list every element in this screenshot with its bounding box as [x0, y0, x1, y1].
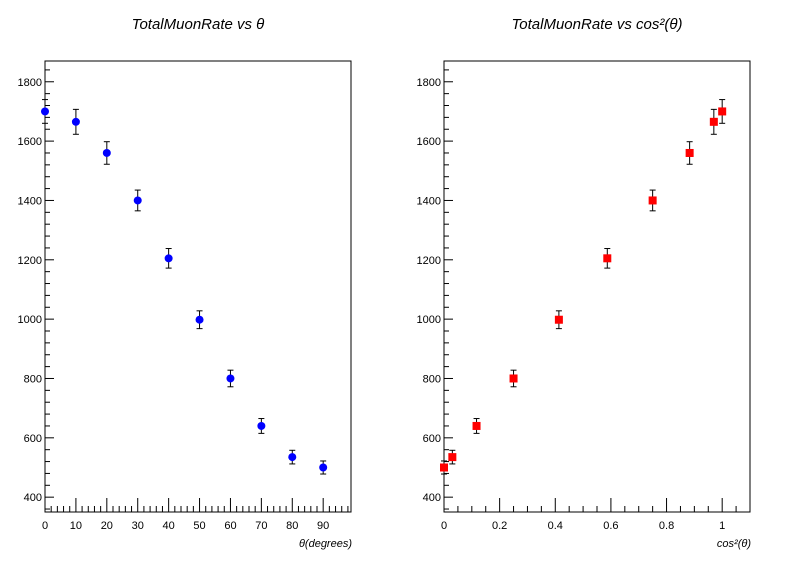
chart-1-y-tick-label: 1800 — [18, 77, 42, 89]
chart-2-x-tick-label: 0 — [441, 520, 447, 532]
chart-1-panel: 400 600 800 1000 1200 1400 1600 1800 0 10 20 30 40 50… — [18, 60, 352, 532]
chart-2-y-tick-label: 400 — [423, 492, 441, 504]
chart-1-x-tick-label: 10 — [70, 520, 82, 532]
chart-2-data-point — [472, 421, 481, 430]
chart-1-data-point — [226, 374, 235, 383]
chart-1-data-point — [257, 421, 266, 430]
chart-1-data-point — [164, 254, 173, 263]
chart-2-y-tick-label: 1400 — [417, 195, 441, 207]
chart-1-x-tick-label: 40 — [163, 520, 175, 532]
chart-1-x-tick-label: 80 — [286, 520, 298, 532]
chart-2-data-point — [440, 463, 448, 472]
chart-1-data-point — [288, 453, 297, 462]
chart-2-frame — [443, 60, 751, 513]
chart-2-y-tick-label: 1000 — [417, 314, 441, 326]
chart-1-x-tick-label: 20 — [101, 520, 113, 532]
chart-2-title: TotalMuonRate vs cos²(θ) — [512, 16, 683, 33]
chart-2-data-point — [554, 315, 563, 324]
chart-2-x-tick-label: 0.8 — [659, 520, 674, 532]
chart-2-data-point — [718, 107, 727, 116]
chart-1-y-tick-label: 1000 — [18, 314, 42, 326]
chart-2-panel: 400 600 800 1000 1200 1400 1600 1800 0 0.2 0.4 0.6 0… — [417, 60, 751, 532]
chart-2-y-tick-label: 800 — [423, 373, 441, 385]
chart-1-y-tick-label: 400 — [24, 492, 42, 504]
chart-1-y-tick-label: 600 — [24, 433, 42, 445]
chart-1-y-tick-label: 1600 — [18, 136, 42, 148]
chart-1-x-tick-label: 90 — [317, 520, 329, 532]
chart-2-y-tick-label: 1200 — [417, 255, 441, 267]
chart-1-y-tick-label: 1200 — [18, 255, 42, 267]
chart-1-data-point — [41, 107, 49, 116]
chart-2-data-point — [685, 148, 694, 157]
chart-2-data-point — [448, 453, 457, 462]
chart-2-y-tick-label: 1800 — [417, 77, 441, 89]
chart-1-data-point — [195, 315, 204, 324]
chart-2-x-tick-label: 1 — [719, 520, 725, 532]
chart-1-data-point — [71, 117, 80, 126]
chart-1-y-tick-label: 800 — [24, 373, 42, 385]
chart-1-x-tick-label: 50 — [193, 520, 205, 532]
chart-2-x-tick-label: 0.6 — [603, 520, 618, 532]
chart-2-data-point — [603, 254, 612, 263]
chart-1-frame — [44, 60, 352, 513]
chart-2-data-point — [709, 117, 718, 126]
chart-1-data-point — [319, 463, 328, 472]
chart-2-x-tick-label: 0.2 — [492, 520, 507, 532]
chart-2-x-axis-label: cos²(θ) — [717, 538, 751, 550]
chart-1-x-axis-label: θ(degrees) — [299, 538, 352, 550]
chart-2-x-tick-label: 0.4 — [548, 520, 563, 532]
chart-1-title: TotalMuonRate vs θ — [132, 16, 265, 33]
chart-1-x-tick-label: 30 — [132, 520, 144, 532]
chart-2-y-tick-label: 1600 — [417, 136, 441, 148]
chart-1-data-point — [133, 196, 142, 205]
chart-1-data-point — [102, 148, 111, 157]
chart-2-data-point — [509, 374, 518, 383]
chart-1-y-tick-label: 1400 — [18, 195, 42, 207]
chart-1-x-tick-label: 0 — [42, 520, 48, 532]
chart-1-x-tick-label: 60 — [224, 520, 236, 532]
chart-2-y-tick-label: 600 — [423, 433, 441, 445]
chart-1-x-tick-label: 70 — [255, 520, 267, 532]
chart-2-data-point — [648, 196, 657, 205]
